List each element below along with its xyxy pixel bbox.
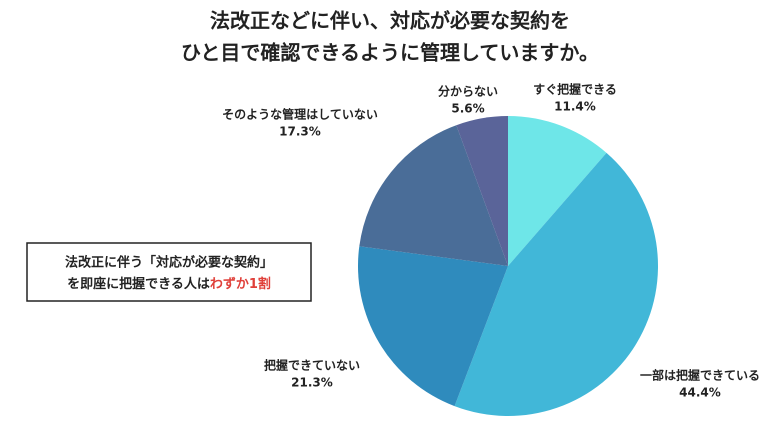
note-highlight: わずか1割 xyxy=(210,276,271,292)
note-box xyxy=(26,242,312,302)
slice-value: 5.6% xyxy=(451,102,484,116)
chart-title: 法改正などに伴い、対応が必要な契約を xyxy=(210,9,570,33)
slice-value: 44.4% xyxy=(679,386,721,400)
slice-value: 21.3% xyxy=(291,376,333,390)
note: を即座に把握できる人はわずか1割 xyxy=(67,276,271,292)
slice-label: すぐ把握できる xyxy=(533,82,617,97)
slice-label: 把握できていない xyxy=(264,358,360,373)
note: 法改正に伴う「対応が必要な契約」 xyxy=(65,255,273,271)
slice-label: 一部は把握できている xyxy=(640,368,760,383)
slice-label: そのような管理はしていない xyxy=(222,107,378,122)
pie-slice xyxy=(508,116,607,266)
note: を即座に把握できる人は xyxy=(67,276,210,292)
pie-slice xyxy=(456,116,508,266)
pie-slice xyxy=(358,246,508,407)
pie-slice xyxy=(454,152,658,417)
chart-title: ひと目で確認できるように管理していますか。 xyxy=(181,41,599,65)
slice-value: 17.3% xyxy=(279,125,321,139)
slice-label: 分からない xyxy=(438,84,498,99)
slice-value: 11.4% xyxy=(554,100,596,114)
pie-slice xyxy=(359,125,508,267)
